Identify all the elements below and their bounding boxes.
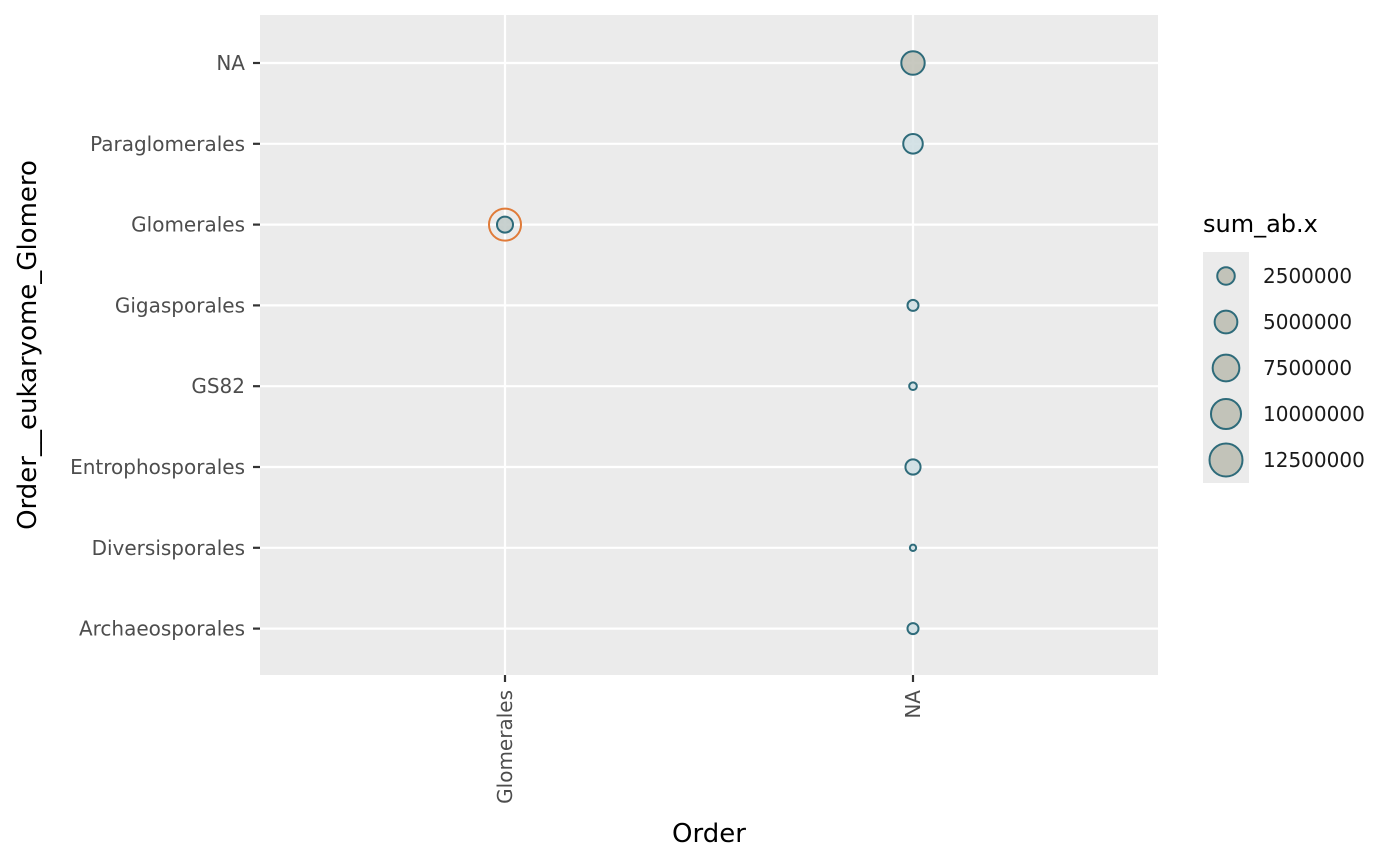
data-point xyxy=(902,133,924,155)
legend-label: 12500000 xyxy=(1263,448,1365,472)
x-tick-label: Glomerales xyxy=(493,690,517,804)
data-point xyxy=(495,215,515,234)
legend-entries: 2500000 5000000 7500000 10000000 12500000 xyxy=(1208,264,1365,478)
legend-label: 2500000 xyxy=(1263,264,1352,288)
y-tick-label: Diversisporales xyxy=(92,536,245,560)
x-axis-title: Order xyxy=(672,819,746,849)
x-axis-ticks: Glomerales NA xyxy=(493,675,925,804)
y-tick-label: Gigasporales xyxy=(115,293,245,317)
y-tick-label: Paraglomerales xyxy=(90,132,245,156)
data-point xyxy=(906,622,920,636)
legend-label: 10000000 xyxy=(1263,402,1365,426)
size-legend: sum_ab.x 2500000 5000000 7500000 10000000 12… xyxy=(1203,210,1365,483)
data-point xyxy=(908,381,918,392)
y-tick-label: GS82 xyxy=(191,374,245,398)
data-point xyxy=(908,543,918,552)
legend-label: 5000000 xyxy=(1263,310,1352,334)
data-point xyxy=(904,458,922,476)
legend-label: 7500000 xyxy=(1263,356,1352,380)
legend-key xyxy=(1216,266,1236,286)
grid-lines xyxy=(260,15,1158,675)
legend-key xyxy=(1213,309,1239,335)
legend-title: sum_ab.x xyxy=(1203,210,1318,238)
x-tick-label: NA xyxy=(901,690,925,719)
data-point xyxy=(906,298,920,312)
legend-key xyxy=(1208,442,1244,478)
y-tick-label: Entrophosporales xyxy=(70,455,245,479)
y-tick-label: NA xyxy=(216,51,245,75)
highlight-ring xyxy=(487,207,523,242)
data-points xyxy=(487,50,926,636)
y-tick-label: Archaeosporales xyxy=(79,617,245,641)
legend-key xyxy=(1211,353,1241,383)
y-tick-label: Glomerales xyxy=(131,213,245,237)
y-axis-ticks: Archaeosporales Diversisporales Entrophosp… xyxy=(70,51,260,641)
plot-panel xyxy=(260,15,1158,675)
legend-key xyxy=(1209,397,1243,431)
data-point xyxy=(900,50,926,76)
y-axis-title: Order__eukaryome_Glomero xyxy=(13,160,43,530)
